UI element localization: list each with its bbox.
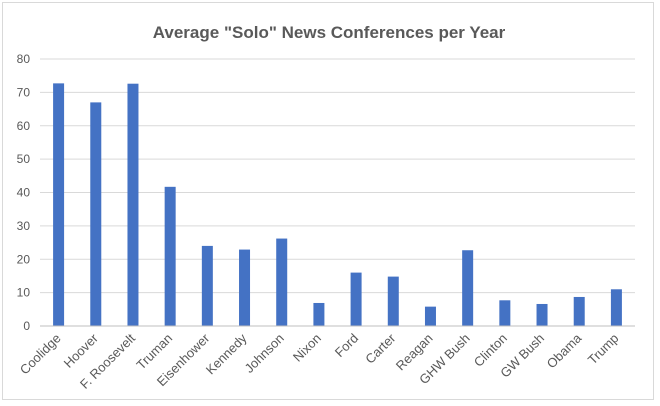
bar bbox=[313, 302, 325, 326]
bar bbox=[239, 249, 251, 326]
bar bbox=[164, 186, 176, 326]
y-tick-label: 80 bbox=[17, 52, 31, 66]
bar bbox=[201, 245, 213, 326]
bar bbox=[387, 276, 399, 326]
x-tick-label: Johnson bbox=[241, 331, 286, 376]
bar bbox=[276, 238, 288, 326]
y-tick-label: 40 bbox=[17, 186, 31, 200]
bar bbox=[127, 83, 139, 326]
x-tick-label: Nixon bbox=[290, 331, 324, 365]
bar bbox=[536, 303, 548, 326]
x-tick-label: Trump bbox=[585, 331, 622, 368]
gridlines bbox=[40, 58, 635, 294]
bar bbox=[573, 296, 585, 326]
bar bbox=[53, 83, 65, 327]
y-axis-ticks: 0 10 20 30 40 50 60 70 80 bbox=[17, 52, 31, 333]
chart-title: Average "Solo" News Conferences per Year bbox=[153, 23, 506, 42]
chart-frame bbox=[2, 2, 654, 400]
y-tick-label: 70 bbox=[17, 85, 31, 99]
y-tick-label: 0 bbox=[23, 319, 30, 333]
bar bbox=[499, 300, 511, 326]
x-tick-label: Kennedy bbox=[203, 330, 250, 377]
bar bbox=[350, 272, 362, 326]
bar bbox=[90, 102, 102, 326]
y-tick-label: 20 bbox=[17, 252, 31, 266]
bar bbox=[424, 306, 436, 326]
y-tick-label: 60 bbox=[17, 119, 31, 133]
x-tick-label: Obama bbox=[544, 330, 585, 371]
bars bbox=[53, 83, 622, 327]
y-tick-label: 10 bbox=[17, 286, 31, 300]
y-tick-label: 30 bbox=[17, 219, 31, 233]
y-tick-label: 50 bbox=[17, 152, 31, 166]
bar bbox=[610, 289, 622, 326]
bar bbox=[462, 250, 474, 326]
x-tick-label: Coolidge bbox=[17, 331, 64, 378]
x-tick-label: Ford bbox=[332, 331, 362, 361]
